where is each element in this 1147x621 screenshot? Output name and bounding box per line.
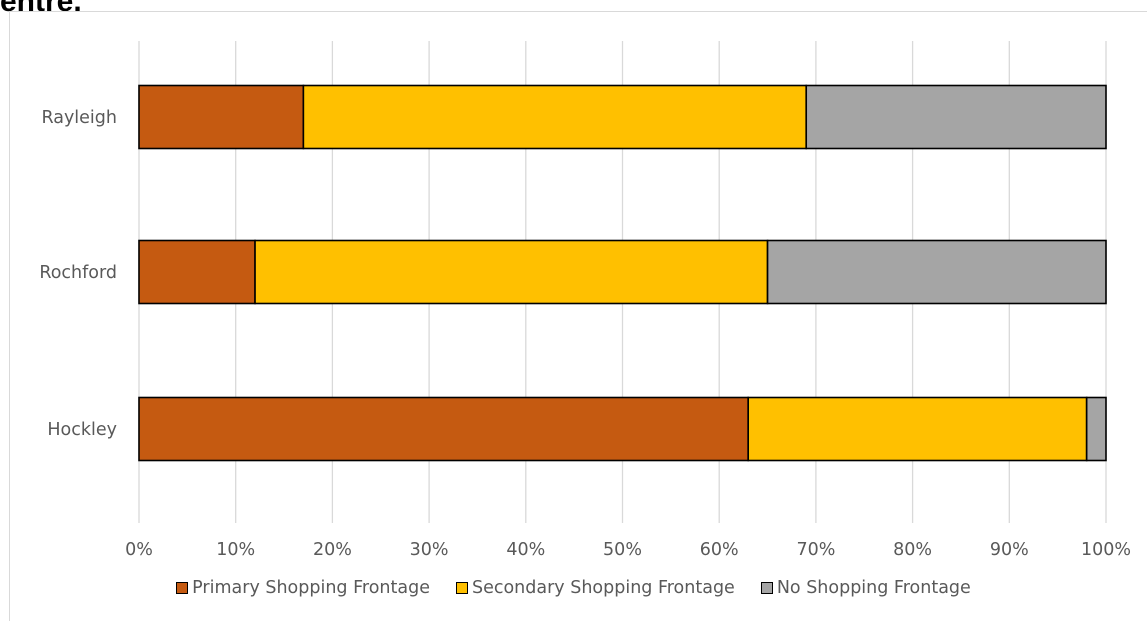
legend-label: Secondary Shopping Frontage bbox=[471, 578, 735, 598]
x-tick-label: 60% bbox=[700, 540, 739, 560]
x-tick-label: 80% bbox=[893, 540, 932, 560]
legend-item: No Shopping Frontage bbox=[760, 578, 971, 598]
bar-segment bbox=[747, 396, 1088, 462]
category-label: Rochford bbox=[39, 263, 117, 283]
bar-segment bbox=[805, 84, 1107, 150]
bar-segment bbox=[138, 396, 750, 462]
bar-segment bbox=[138, 239, 256, 305]
legend: Primary Shopping Frontage Secondary Shopp… bbox=[0, 578, 1147, 598]
legend-label: No Shopping Frontage bbox=[776, 578, 971, 598]
clipped-heading: entre. bbox=[0, 0, 82, 18]
bar-segment bbox=[766, 239, 1107, 305]
bar-segment bbox=[1085, 396, 1107, 462]
legend-item: Primary Shopping Frontage bbox=[176, 578, 430, 598]
x-tick-label: 50% bbox=[603, 540, 642, 560]
x-tick-label: 40% bbox=[506, 540, 545, 560]
bar-segment bbox=[302, 84, 808, 150]
category-label: Hockley bbox=[47, 420, 117, 440]
bar-segment bbox=[138, 84, 305, 150]
legend-swatch bbox=[760, 582, 773, 594]
x-tick-label: 70% bbox=[796, 540, 835, 560]
legend-label: Primary Shopping Frontage bbox=[192, 578, 430, 598]
legend-swatch bbox=[176, 582, 189, 594]
legend-swatch bbox=[455, 582, 468, 594]
category-axis-labels: Rayleigh Rochford Hockley bbox=[39, 108, 117, 440]
category-label: Rayleigh bbox=[41, 108, 117, 128]
x-tick-label: 0% bbox=[125, 540, 153, 560]
chart-frame bbox=[9, 11, 1147, 621]
x-tick-label: 20% bbox=[313, 540, 352, 560]
value-axis-labels: 0% 10% 20% 30% 40% 50% 60% 70% 80% 90% 100% bbox=[125, 540, 1131, 560]
x-tick-label: 90% bbox=[990, 540, 1029, 560]
legend-item: Secondary Shopping Frontage bbox=[455, 578, 735, 598]
x-tick-label: 10% bbox=[216, 540, 255, 560]
x-tick-label: 30% bbox=[410, 540, 449, 560]
x-tick-label: 100% bbox=[1081, 540, 1131, 560]
bar-segment bbox=[254, 239, 769, 305]
bars bbox=[138, 84, 1107, 462]
